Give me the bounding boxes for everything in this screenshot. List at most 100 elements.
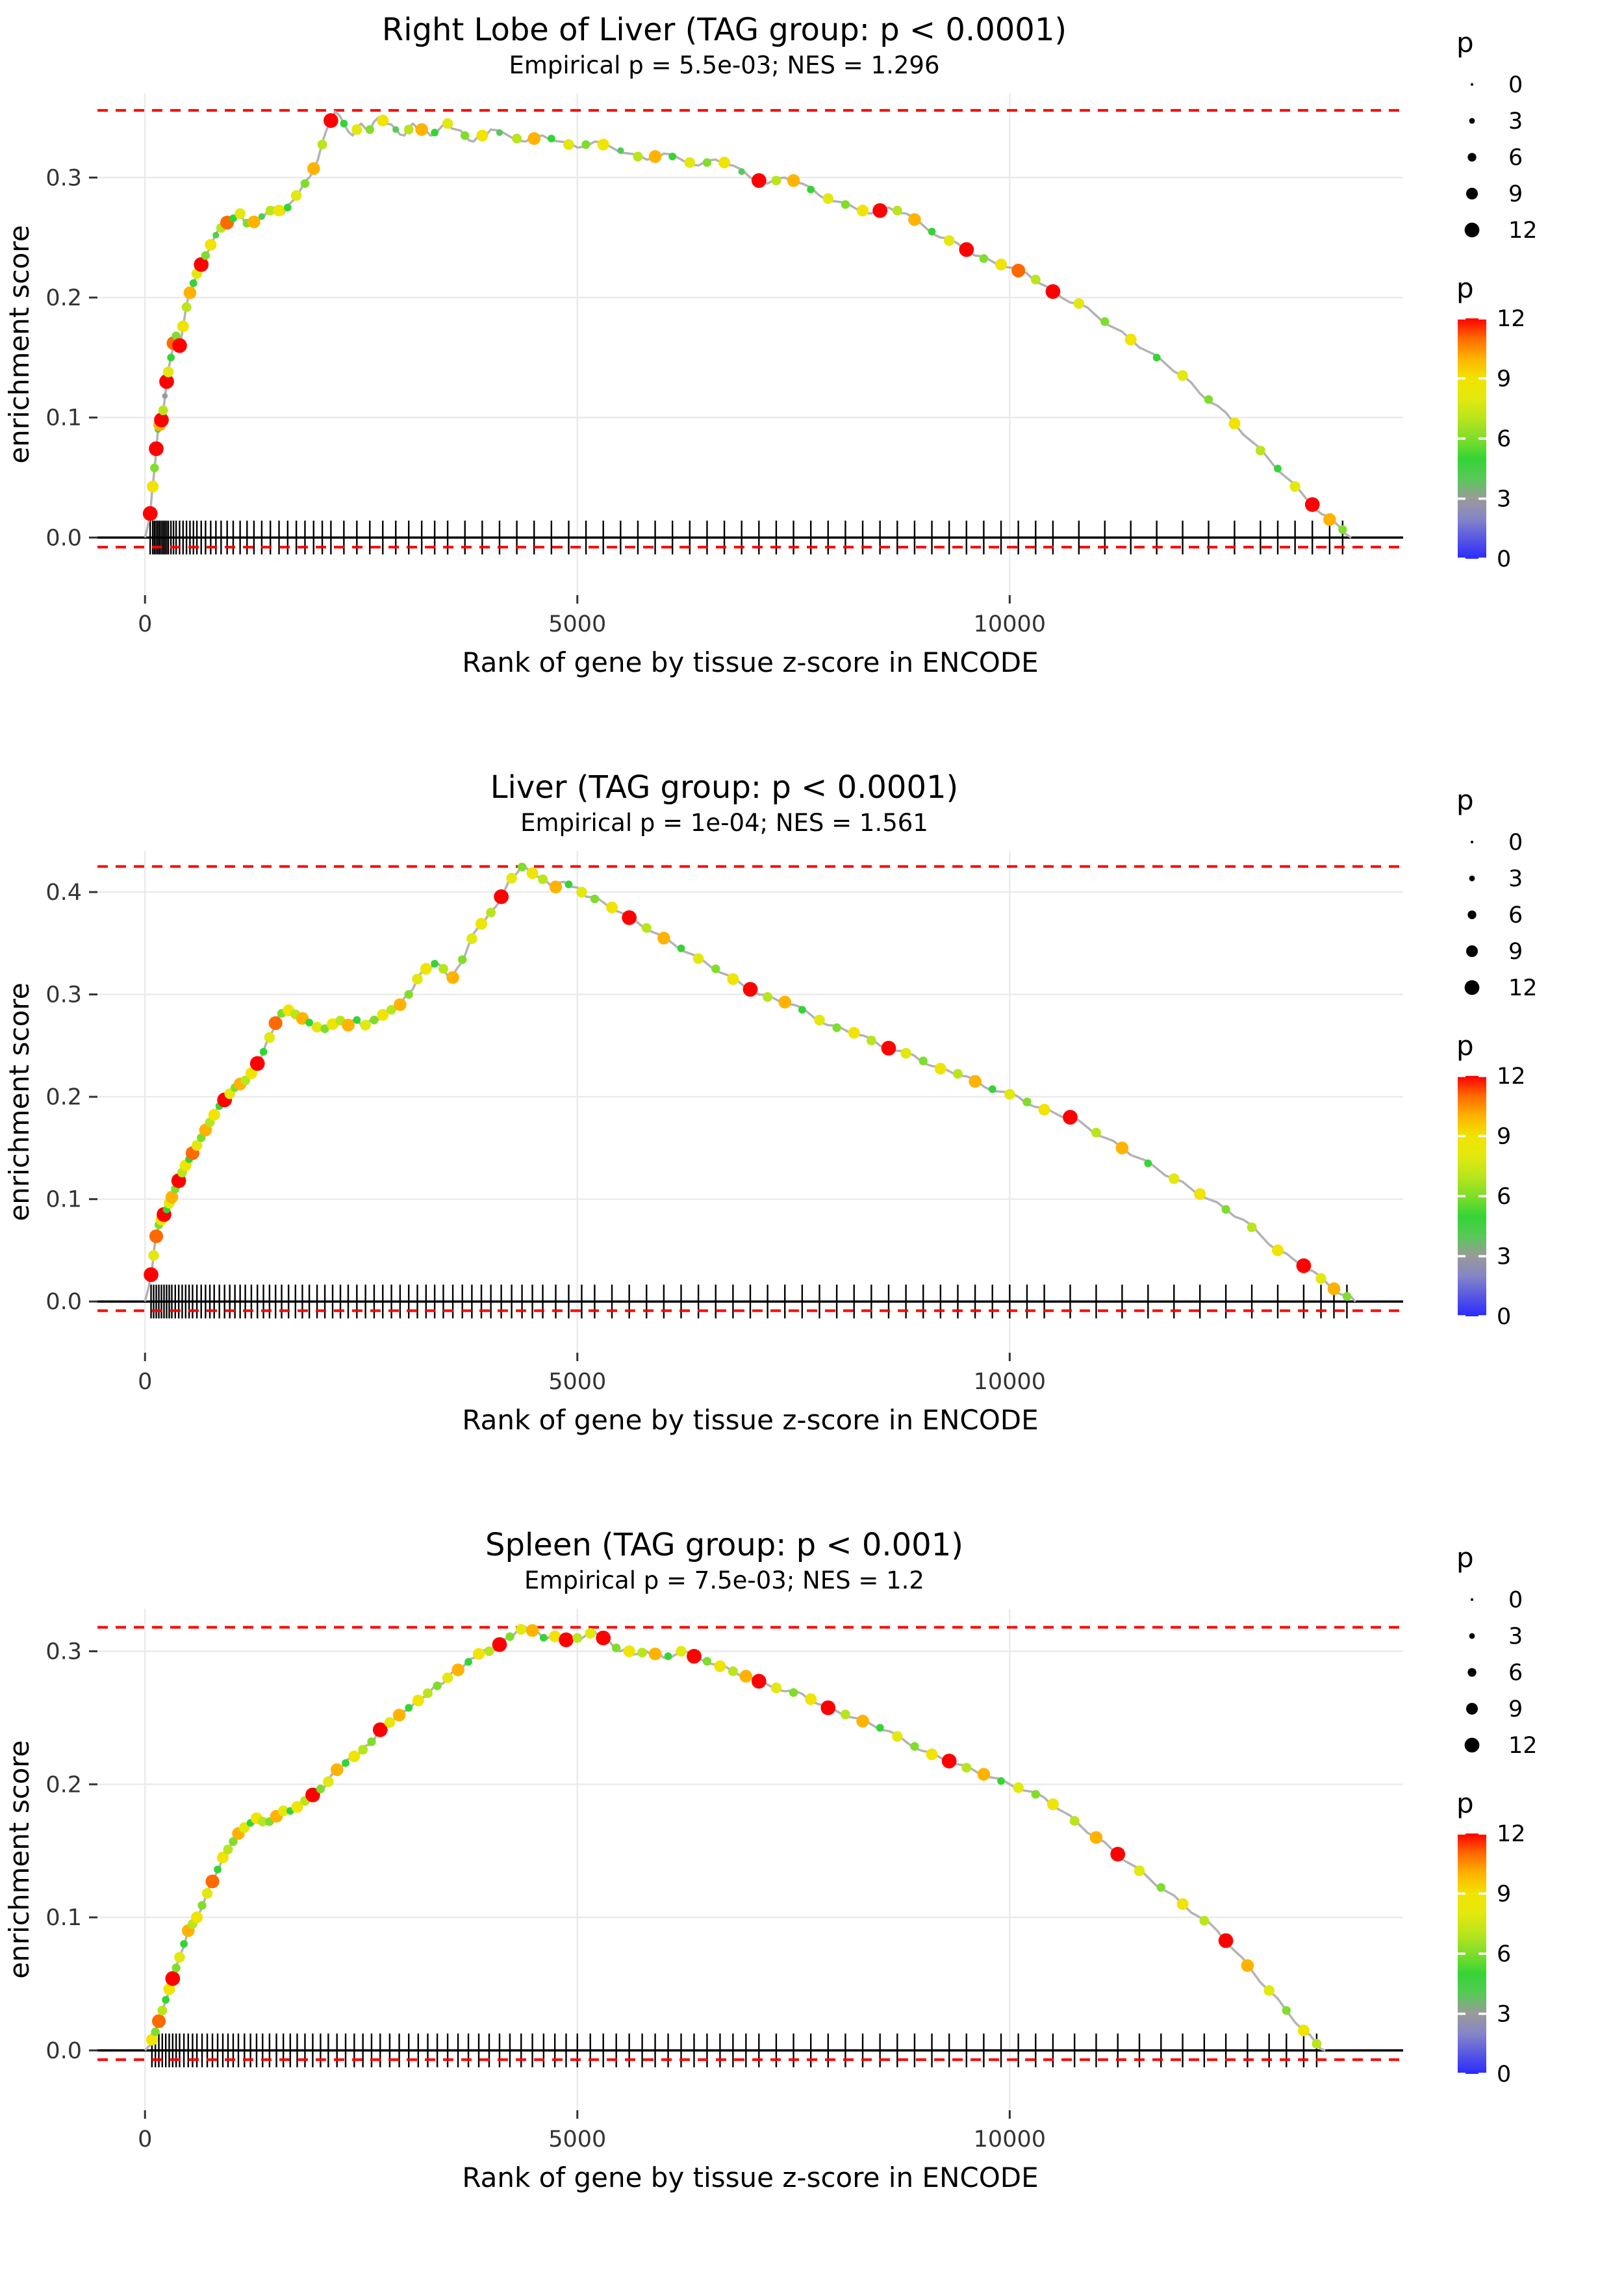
axes: 0 5000 10000 0.0 0.1 0.2 0.3 <box>45 1639 1046 2153</box>
y-tick-label: 0.1 <box>45 405 82 431</box>
data-point <box>403 124 414 134</box>
data-point <box>358 1744 368 1755</box>
data-point <box>320 1024 329 1034</box>
color-legend-label: 6 <box>1497 426 1511 452</box>
data-point <box>259 1047 268 1056</box>
data-point <box>172 338 187 353</box>
data-point <box>316 1784 325 1794</box>
size-legend-label: 12 <box>1508 1733 1538 1759</box>
color-legend-label: 0 <box>1497 2062 1511 2088</box>
data-point <box>148 1250 159 1261</box>
size-legend-key <box>1467 910 1477 919</box>
data-point <box>249 1056 265 1071</box>
data-point <box>431 129 439 136</box>
data-point <box>597 138 609 151</box>
data-point <box>174 1952 185 1963</box>
data-point <box>856 1715 869 1728</box>
data-point <box>353 1016 361 1024</box>
panel-spleen: Spleen (TAG group: p < 0.001) Empirical … <box>0 1515 1624 2273</box>
data-point <box>1312 2039 1322 2049</box>
data-point <box>751 173 767 188</box>
data-point <box>377 1009 389 1021</box>
data-point <box>857 205 869 217</box>
data-point <box>751 1674 767 1689</box>
data-point <box>392 1709 406 1722</box>
data-point <box>351 124 362 135</box>
chart-title: Right Lobe of Liver (TAG group: p < 0.00… <box>381 12 1067 48</box>
color-legend-label: 3 <box>1497 2002 1511 2028</box>
color-legend-label: 12 <box>1497 1064 1526 1090</box>
color-legend-label: 9 <box>1497 1882 1511 1908</box>
data-point <box>205 1874 220 1889</box>
data-point <box>572 1633 583 1643</box>
data-point <box>820 1700 836 1715</box>
data-point <box>623 1645 635 1657</box>
data-point <box>1297 2025 1310 2037</box>
data-point <box>549 1630 561 1642</box>
data-point <box>384 1717 396 1728</box>
data-point <box>446 971 459 984</box>
size-legend-svg: p 0 3 6 9 12 <box>1456 784 1538 1001</box>
data-point <box>265 205 275 216</box>
data-point <box>1100 317 1110 326</box>
color-legend-label: 6 <box>1497 1184 1511 1210</box>
data-point <box>159 374 174 389</box>
data-point <box>142 506 158 521</box>
data-point <box>415 123 428 136</box>
data-point <box>1304 497 1320 512</box>
x-axis-title: Rank of gene by tissue z-score in ENCODE <box>462 2162 1038 2193</box>
data-point <box>162 393 168 399</box>
data-point <box>165 1190 179 1204</box>
data-point <box>576 886 587 898</box>
data-point <box>702 1657 712 1666</box>
data-point <box>1022 1097 1032 1106</box>
data-point <box>770 1682 782 1694</box>
size-legend-key <box>1464 222 1480 238</box>
chart-title: Spleen (TAG group: p < 0.001) <box>485 1527 963 1563</box>
color-legend-svg: p 12 9 6 3 0 <box>1456 1030 1526 1330</box>
size-legend-svg: p 0 3 6 9 12 <box>1456 27 1538 244</box>
data-point <box>1073 298 1085 309</box>
data-point <box>183 286 197 300</box>
data-point <box>1124 333 1137 346</box>
data-point <box>559 1632 574 1648</box>
x-tick-label: 0 <box>138 2127 152 2153</box>
x-tick-label: 10000 <box>974 611 1046 637</box>
data-point <box>1004 1088 1015 1100</box>
y-tick-label: 0.2 <box>45 285 82 311</box>
data-point <box>739 1670 753 1683</box>
data-point <box>476 129 488 142</box>
data-point <box>311 1021 323 1033</box>
x-tick-label: 0 <box>138 611 152 637</box>
data-point <box>637 1648 648 1658</box>
y-tick-label: 0.4 <box>45 880 82 906</box>
data-point <box>506 873 517 884</box>
color-legend-title: p <box>1456 1787 1474 1819</box>
data-point <box>229 214 237 222</box>
data-point <box>814 1014 825 1026</box>
dots-layer <box>146 1624 1322 2049</box>
data-point <box>997 1777 1005 1785</box>
enrichment-curve <box>144 110 1352 539</box>
data-point <box>458 955 467 964</box>
y-axis-title: enrichment score <box>3 1740 35 1978</box>
data-point <box>268 1016 283 1030</box>
data-point <box>714 1660 726 1672</box>
data-point <box>461 131 470 140</box>
data-point <box>742 982 758 997</box>
size-legend-key <box>1471 83 1473 86</box>
data-point <box>223 1845 233 1855</box>
data-point <box>611 1643 621 1653</box>
data-point <box>305 1787 320 1803</box>
size-legend-label: 6 <box>1508 145 1523 171</box>
data-point <box>144 1267 159 1283</box>
data-point <box>208 1108 220 1121</box>
chart-column: Liver (TAG group: p < 0.0001) Empirical … <box>0 764 1449 1515</box>
size-legend: p 0 3 6 9 12 <box>1449 1540 1618 1763</box>
chart-title: Liver (TAG group: p < 0.0001) <box>490 769 959 806</box>
data-point <box>496 129 503 136</box>
data-point <box>1241 1959 1254 1973</box>
data-point <box>668 153 677 160</box>
data-point <box>1315 1273 1326 1284</box>
data-point <box>1194 1188 1206 1200</box>
